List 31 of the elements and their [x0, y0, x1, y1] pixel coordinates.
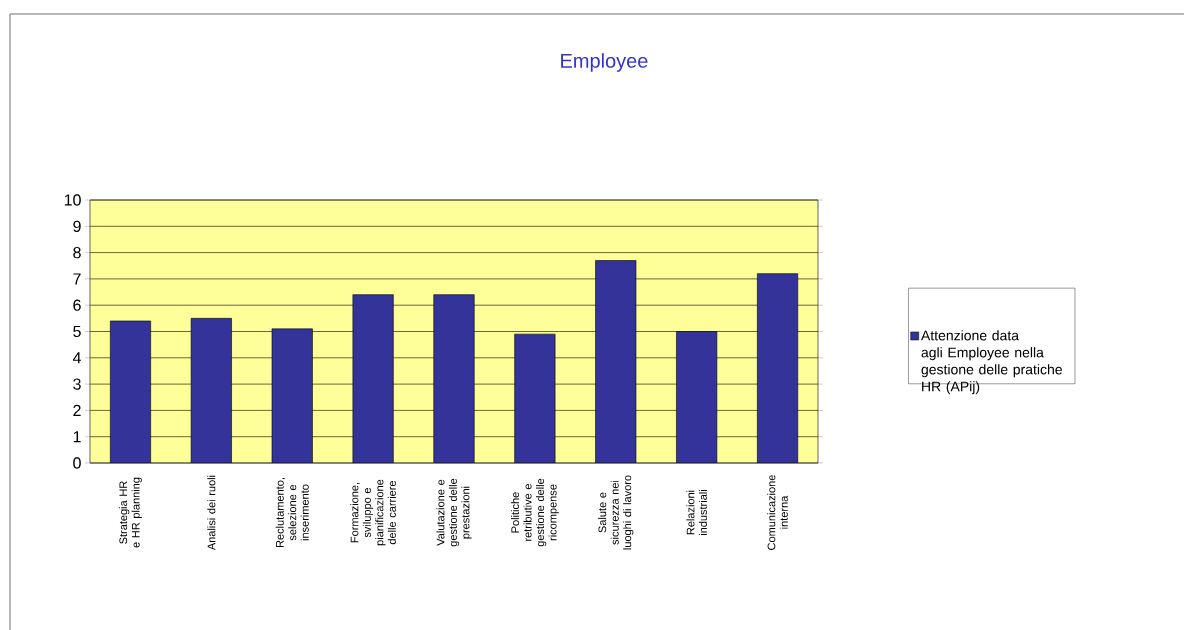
bar: [676, 331, 718, 463]
y-tick-label: 7: [73, 273, 81, 285]
bar: [514, 333, 556, 463]
x-tick-label: Comunicazione interna: [767, 475, 788, 550]
bar: [757, 273, 799, 463]
x-tick-label: Valutazione e gestione delle prestazioni: [436, 478, 472, 547]
y-tick-label: 8: [73, 246, 81, 259]
y-tick-label: 9: [73, 220, 81, 232]
x-tick-label: Formazione, sviluppo e pianificazione delle carriere: [350, 479, 396, 546]
chart-title: Employee: [561, 53, 648, 72]
x-tick-label: Salute e sicurezza nei luoghi di lavoro: [598, 475, 634, 550]
bar: [190, 318, 232, 463]
y-tick-label: 2: [73, 404, 81, 416]
bar: [109, 320, 151, 463]
legend-label: Attenzione data agli Employee nella gestione delle pratiche HR (APij): [921, 330, 1062, 395]
x-tick-label: Relazioni industriali: [686, 490, 707, 536]
bar: [271, 328, 313, 463]
y-tick-label: 1: [73, 431, 81, 443]
y-tick-label: 3: [73, 378, 81, 390]
y-tick-label: 4: [72, 352, 81, 364]
x-tick-label: Strategia HR e HR planning: [119, 477, 142, 548]
bar: [595, 260, 637, 463]
x-tick-label: Reclutamento, selezione e inserimento: [275, 478, 309, 548]
y-tick-label: 10: [64, 194, 81, 206]
y-tick-label: 0: [73, 457, 81, 469]
x-tick-label: Politiche retributive e gestione delle ricompense: [511, 478, 559, 547]
y-tick-label: 6: [73, 299, 81, 311]
bar: [352, 294, 394, 463]
bar: [433, 294, 475, 463]
y-tick-label: 5: [73, 325, 81, 338]
x-tick-label: Analisi dei ruoli: [207, 475, 216, 551]
